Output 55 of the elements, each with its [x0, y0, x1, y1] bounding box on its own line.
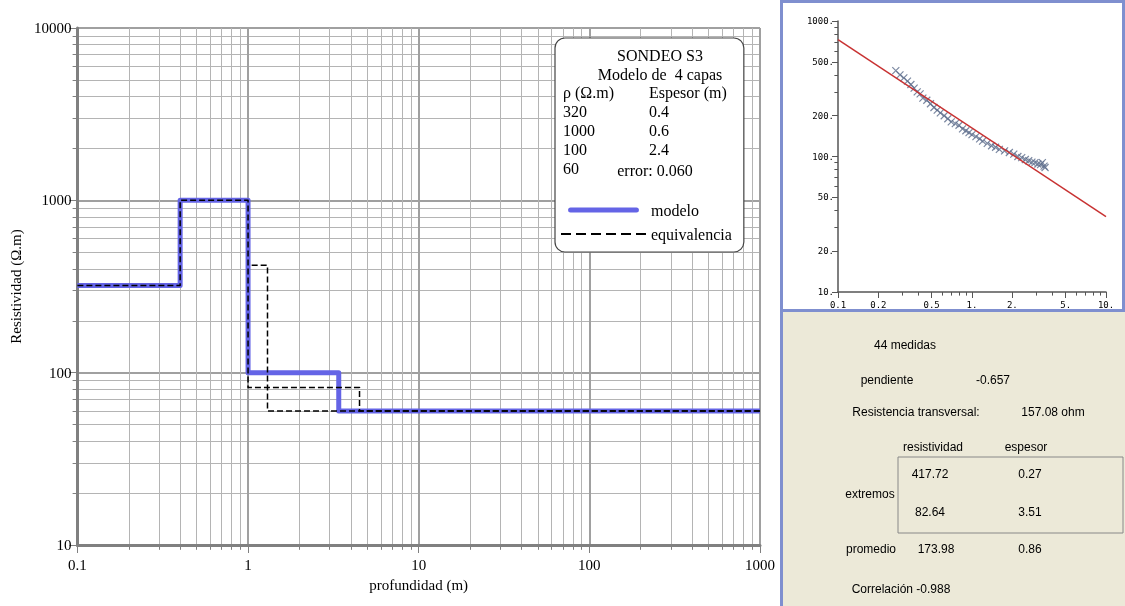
x-axis-title: profundidad (m)	[369, 576, 469, 594]
y-tick-label: 100.	[812, 151, 834, 162]
y-tick-label: 1000	[41, 192, 72, 209]
text: 44 medidas	[873, 338, 937, 352]
annotation: error: 0.060	[617, 161, 693, 179]
annotation: 2.4	[649, 140, 669, 158]
x-tick-label: 1000	[745, 556, 775, 573]
x-tick-label: 0.2	[870, 299, 887, 310]
text: espesor	[1004, 440, 1048, 454]
y-tick-label: 50.	[817, 192, 834, 203]
y-tick-label: 20.	[817, 246, 834, 257]
text: Correlación -0.988	[851, 582, 951, 596]
text: 0.27	[1018, 467, 1042, 481]
legend-label: equivalencia	[651, 225, 732, 244]
text: resistividad	[902, 440, 964, 454]
x-tick-label: 1	[244, 556, 252, 573]
text: 0.86	[1018, 542, 1042, 556]
x-tick-label: 10.	[1097, 299, 1115, 310]
annotation: 0.4	[649, 102, 669, 120]
x-tick-label: 100	[578, 556, 601, 573]
text: Modelo de 4 capas	[597, 65, 723, 84]
y-tick-label: 500.	[812, 56, 834, 67]
text: SONDEO S3	[617, 46, 703, 64]
x-tick-label: 0.1	[829, 299, 847, 310]
y-tick-label: 1000.	[806, 16, 834, 26]
y-tick-label: 100	[48, 364, 72, 381]
y-tick-label: 10.	[817, 287, 834, 297]
text: Resistencia transversal:	[852, 405, 980, 419]
text: promedio	[845, 542, 897, 556]
y-tick-label: 10	[56, 537, 72, 553]
text: 173.98	[917, 542, 955, 556]
annotation: 320	[563, 102, 587, 120]
text: 157.08 ohm	[1021, 405, 1085, 419]
y-tick-label: 200.	[812, 110, 834, 121]
text: 82.64	[914, 505, 946, 519]
text: 3.51	[1018, 505, 1042, 519]
x-tick-label: 2.	[1006, 299, 1018, 310]
annotation: 0.6	[649, 121, 669, 139]
x-tick-label: 5.	[1060, 299, 1072, 310]
annotation: ρ (Ω.m)	[563, 83, 614, 102]
x-tick-label: 10	[411, 556, 427, 573]
text: 417.72	[911, 467, 949, 481]
annotation: Espesor (m)	[649, 83, 727, 102]
text: -0.657	[975, 373, 1011, 387]
x-tick-label: 1.	[966, 299, 978, 310]
legend-label: modelo	[651, 201, 699, 219]
text: extremos	[845, 487, 895, 501]
x-tick-label: 0.1	[68, 556, 87, 573]
x-tick-label: 0.5	[923, 299, 940, 310]
y-axis-title: Resistividad (Ω.m)	[7, 229, 25, 344]
text: pendiente	[860, 373, 914, 387]
annotation: 100	[563, 140, 587, 158]
annotation: 60	[563, 159, 579, 177]
annotation: 1000	[563, 121, 595, 139]
y-tick-label: 10000	[33, 20, 72, 36]
